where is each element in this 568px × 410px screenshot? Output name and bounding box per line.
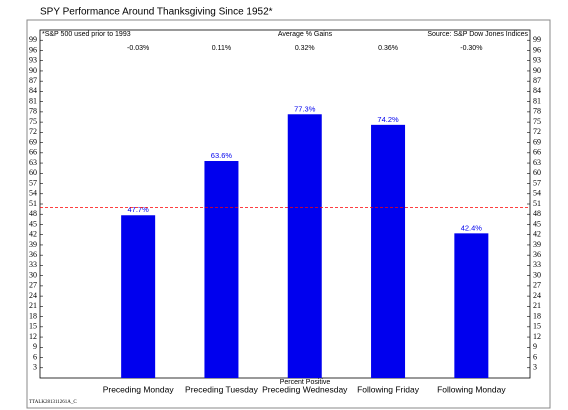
y-tick-label: 93	[29, 56, 37, 65]
y2-tick-label: 24	[533, 291, 541, 300]
y2-tick-label: 27	[533, 281, 541, 290]
x-tick-label: Following Friday	[357, 384, 420, 394]
gain-label: 0.32%	[295, 45, 315, 52]
bar	[371, 124, 406, 378]
y2-tick-label: 75	[533, 117, 541, 126]
y-tick-label: 12	[29, 332, 37, 341]
y2-tick-label: 45	[533, 219, 541, 228]
y2-tick-label: 60	[533, 168, 541, 177]
y-tick-label: 75	[29, 117, 37, 126]
y2-tick-label: 66	[533, 148, 541, 157]
x-tick-label: Following Monday	[437, 384, 506, 394]
y2-tick-label: 81	[533, 96, 541, 105]
y2-tick-label: 33	[533, 260, 541, 269]
value-label: 74.2%	[377, 115, 399, 124]
y-tick-label: 78	[29, 107, 37, 116]
y-tick-label: 60	[29, 168, 37, 177]
value-label: 63.6%	[211, 151, 233, 160]
x-tick-label: Preceding Wednesday	[262, 384, 348, 394]
y-tick-label: 3	[33, 363, 37, 372]
y-tick-label: 90	[29, 66, 37, 75]
y-tick-label: 45	[29, 219, 37, 228]
y-tick-label: 84	[29, 86, 37, 95]
y2-tick-label: 9	[533, 342, 537, 351]
frame	[26, 19, 551, 409]
x-tick-label: Preceding Tuesday	[185, 384, 259, 394]
y2-tick-label: 15	[533, 322, 541, 331]
y-tick-label: 69	[29, 137, 37, 146]
x-tick-label: Preceding Monday	[103, 384, 175, 394]
y2-tick-label: 21	[533, 301, 541, 310]
y-tick-label: 48	[29, 209, 37, 218]
y2-tick-label: 30	[533, 270, 541, 279]
y2-tick-label: 84	[533, 86, 541, 95]
y2-tick-label: 63	[533, 158, 541, 167]
bar	[454, 233, 489, 378]
y-tick-label: 18	[29, 311, 37, 320]
y2-tick-label: 96	[533, 45, 541, 54]
y2-tick-label: 6	[533, 352, 537, 361]
y2-tick-label: 57	[533, 178, 541, 187]
bar	[204, 161, 239, 378]
y-tick-label: 81	[29, 96, 37, 105]
y-tick-label: 72	[29, 127, 37, 136]
y-tick-label: 9	[33, 342, 37, 351]
y-tick-label: 51	[29, 199, 37, 208]
y2-tick-label: 87	[533, 76, 541, 85]
y-tick-label: 24	[29, 291, 37, 300]
y-tick-label: 96	[29, 45, 37, 54]
y2-tick-label: 39	[533, 240, 541, 249]
y2-tick-label: 54	[533, 189, 541, 198]
y2-tick-label: 12	[533, 332, 541, 341]
y-tick-label: 63	[29, 158, 37, 167]
gains-title: Average % Gains	[278, 31, 333, 38]
value-label: 47.7%	[128, 205, 150, 214]
bar	[121, 215, 156, 378]
y-tick-label: 87	[29, 76, 37, 85]
y-tick-label: 42	[29, 230, 37, 239]
y-tick-label: 39	[29, 240, 37, 249]
value-label: 77.3%	[294, 104, 316, 113]
y2-tick-label: 18	[533, 311, 541, 320]
y2-tick-label: 72	[533, 127, 541, 136]
gain-label: 0.36%	[378, 45, 398, 52]
y-tick-label: 99	[29, 35, 37, 44]
y2-tick-label: 48	[533, 209, 541, 218]
y-tick-label: 6	[33, 352, 37, 361]
y2-tick-label: 3	[533, 363, 537, 372]
y-tick-label: 57	[29, 178, 37, 187]
y2-tick-label: 36	[533, 250, 541, 259]
value-label: 42.4%	[461, 223, 483, 232]
y-tick-label: 30	[29, 270, 37, 279]
y2-tick-label: 51	[533, 199, 541, 208]
y2-tick-label: 78	[533, 107, 541, 116]
y-tick-label: 33	[29, 260, 37, 269]
footnote: *S&P 500 used prior to 1993	[42, 31, 131, 38]
y-tick-label: 27	[29, 281, 37, 290]
y-tick-label: 15	[29, 322, 37, 331]
y-tick-label: 54	[29, 189, 37, 198]
y-tick-label: 21	[29, 301, 37, 310]
chart-title: SPY Performance Around Thanksgiving Sinc…	[40, 7, 273, 18]
y-tick-label: 66	[29, 148, 37, 157]
y2-tick-label: 93	[533, 56, 541, 65]
gain-label: -0.03%	[127, 45, 149, 52]
y2-tick-label: 69	[533, 137, 541, 146]
gain-label: -0.30%	[460, 45, 482, 52]
y2-tick-label: 99	[533, 35, 541, 44]
gain-label: 0.11%	[212, 45, 231, 52]
y2-tick-label: 90	[533, 66, 541, 75]
x-axis-label: Percent Positive	[280, 379, 331, 386]
bar	[287, 114, 322, 378]
code: TTALK281311261A_C	[29, 400, 77, 405]
y-tick-label: 36	[29, 250, 37, 259]
source: Source: S&P Dow Jones Indices	[427, 31, 528, 38]
y2-tick-label: 42	[533, 230, 541, 239]
